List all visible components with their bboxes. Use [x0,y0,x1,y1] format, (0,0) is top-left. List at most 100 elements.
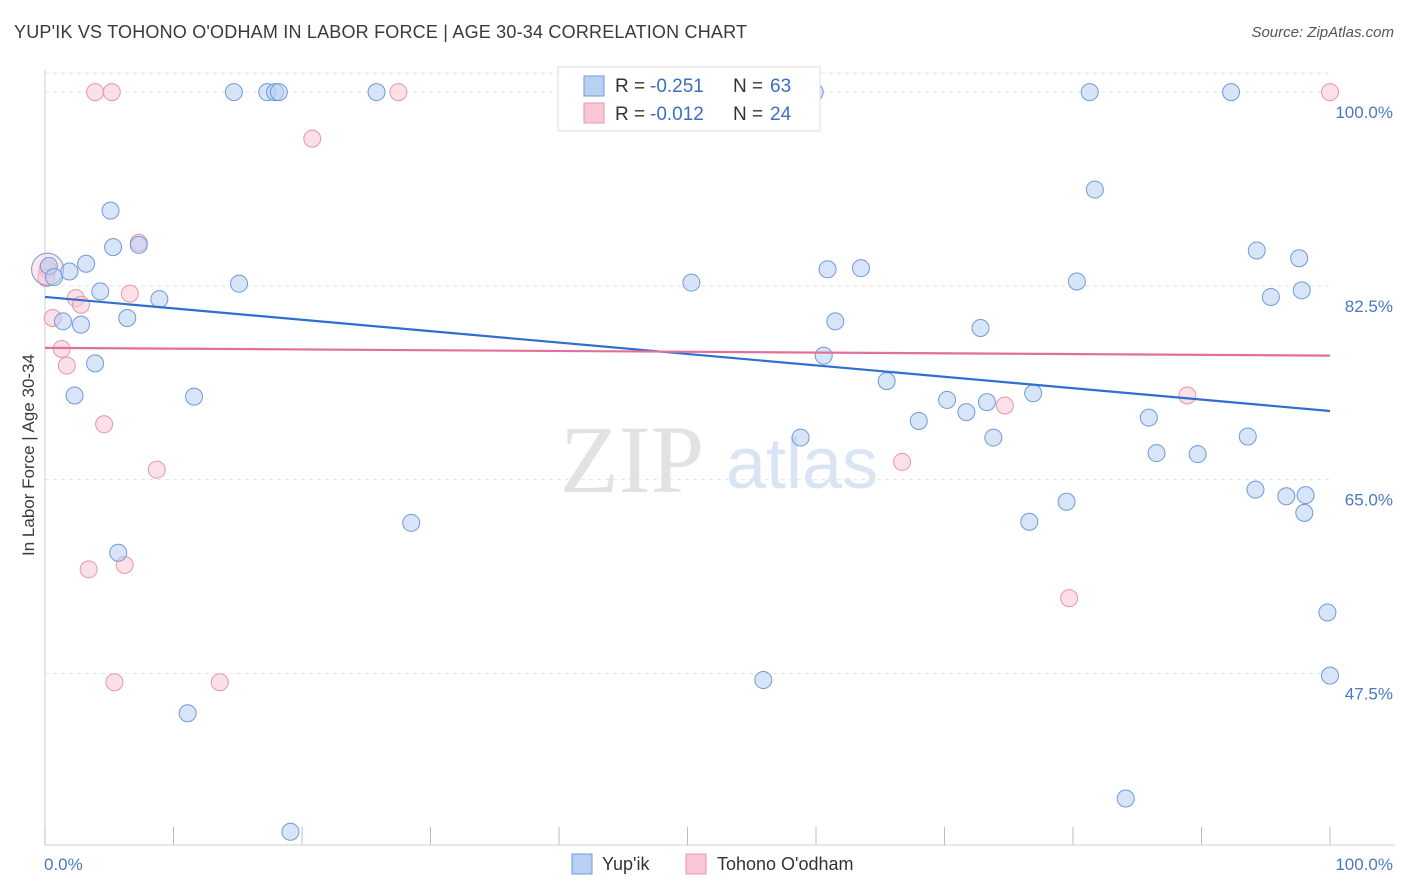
point-yupik-37 [957,403,976,422]
point-tohono-12 [120,284,139,303]
point-yupik-16 [185,387,204,406]
point-yupik-47 [1116,789,1135,808]
point-tohono-15 [210,673,229,692]
point-yupik-8 [91,282,110,301]
point-yupik-45 [1080,83,1099,102]
point-yupik-46 [1085,180,1104,199]
point-yupik-43 [1057,492,1076,511]
point-yupik-17 [224,83,243,102]
gridlines [45,72,1330,674]
point-yupik-31 [818,260,837,279]
point-tohono-14 [147,460,166,479]
point-yupik-3 [60,262,79,281]
point-yupik-10 [104,238,123,257]
x-tick-label-1: 100.0% [1335,855,1393,874]
point-yupik-9 [101,201,120,220]
trend-line-yupik [44,295,1331,413]
point-tohono-20 [1060,589,1079,608]
point-yupik-38 [971,318,990,337]
point-yupik-39 [977,393,996,412]
point-yupik-41 [1020,512,1039,531]
point-yupik-15 [178,704,197,723]
point-yupik-21 [269,83,288,102]
point-yupik-44 [1067,272,1086,291]
point-yupik-22 [281,822,300,841]
point-tohono-10 [105,673,124,692]
point-tohono-3 [57,356,76,375]
point-yupik-62 [1321,666,1339,685]
y-tick-label-2: 65.0% [1345,491,1393,510]
point-tohono-8 [95,415,114,434]
legend-r-value-tohono: -0.012 [650,104,704,125]
bottom-legend-swatch-yupik [571,853,593,875]
point-yupik-33 [851,259,870,278]
point-yupik-24 [402,513,421,532]
point-tohono-18 [893,452,912,471]
chart-title: YUP'IK VS TOHONO O'ODHAM IN LABOR FORCE … [14,22,748,42]
point-yupik-57 [1290,249,1309,268]
series-legend: Yup'ik Tohono O'odham [571,853,854,875]
point-yupik-12 [118,309,137,327]
point-yupik-2 [53,312,72,331]
point-yupik-14 [150,290,169,309]
point-yupik-30 [814,346,833,365]
point-yupik-35 [909,411,928,430]
trend-line-tohono [44,346,1331,357]
bottom-legend-swatch-tohono [685,853,707,875]
point-yupik-48 [1139,408,1158,427]
point-yupik-60 [1295,503,1314,522]
point-yupik-1 [44,268,63,287]
point-yupik-53 [1246,480,1265,499]
source-credit: Source: ZipAtlas.com [1251,24,1394,41]
y-tick-label-0: 100.0% [1335,103,1393,122]
bottom-legend-label-yupik: Yup'ik [602,854,650,874]
point-yupik-49 [1147,444,1166,463]
bottom-legend-label-tohono: Tohono O'odham [717,854,854,874]
point-yupik-26 [682,273,701,292]
point-tohono-21 [1178,386,1197,405]
point-yupik-4 [65,386,84,405]
x-tick-label-0: 0.0% [44,855,83,874]
point-yupik-27 [754,671,773,690]
legend-n-label-tohono: N = [733,104,763,125]
point-tohono-17 [389,83,408,102]
point-yupik-7 [86,354,105,373]
point-yupik-61 [1318,603,1337,622]
trend-lines [44,295,1331,413]
point-yupik-5 [71,315,90,334]
y-axis-label: In Labor Force | Age 30-34 [19,354,38,556]
point-yupik-36 [938,390,957,409]
point-yupik-11 [109,543,128,562]
legend-n-value-tohono: 24 [770,104,792,125]
legend-swatch-tohono [583,102,605,124]
point-yupik-42 [1024,384,1043,403]
axes [44,70,1395,846]
point-tohono-22 [1321,83,1339,102]
point-yupik-34 [877,372,896,391]
point-yupik-52 [1238,427,1257,446]
legend-r-value-yupik: -0.251 [650,76,704,97]
point-yupik-58 [1292,281,1311,300]
point-yupik-55 [1261,287,1280,306]
legend-r-label-tohono: R = [615,104,645,125]
y-tick-label-1: 82.5% [1345,297,1393,316]
point-yupik-28 [791,428,810,447]
series-tohono-points [31,83,1339,692]
point-tohono-16 [303,129,322,148]
point-yupik-51 [1222,83,1241,102]
legend-n-value-yupik: 63 [770,76,791,97]
stats-legend: R = -0.251 N = 63 R = -0.012 N = 24 [557,66,821,132]
point-yupik-13 [129,235,148,254]
watermark-zip: ZIP [560,406,704,513]
point-yupik-32 [826,312,845,331]
point-yupik-23 [367,83,386,102]
point-yupik-59 [1296,486,1315,505]
point-tohono-9 [102,83,121,102]
point-tohono-6 [79,560,98,579]
point-yupik-56 [1277,487,1296,506]
legend-r-label-yupik: R = [615,76,645,97]
point-tohono-19 [995,396,1014,415]
point-tohono-7 [86,83,105,102]
point-yupik-18 [230,274,249,293]
